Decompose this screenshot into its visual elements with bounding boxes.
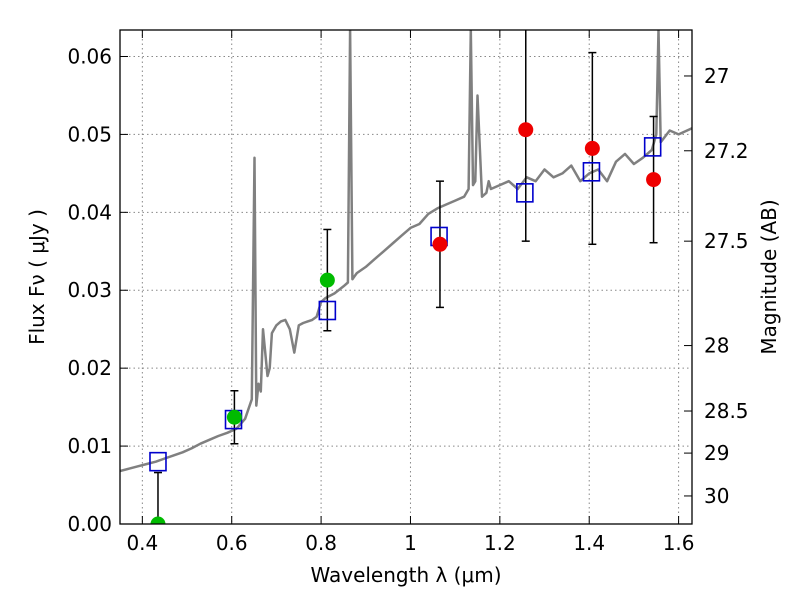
model-flux-square bbox=[149, 451, 167, 472]
x-tick-label: 1.4 bbox=[573, 531, 605, 555]
ir-flux-point bbox=[646, 172, 662, 188]
plot-frame bbox=[119, 29, 693, 525]
x-axis-label: Wavelength λ (μm) bbox=[310, 563, 501, 587]
y-tick-label: 0.06 bbox=[67, 44, 112, 68]
x-tick-label: 0.8 bbox=[305, 531, 337, 555]
y2-axis-label: Magnitude (AB) bbox=[757, 199, 781, 354]
y-axis-label: Flux Fν ( μJy ) bbox=[25, 209, 49, 345]
y2-tick-label: 28.5 bbox=[704, 399, 749, 423]
y-tick-label: 0.05 bbox=[67, 122, 112, 146]
hst-flux-point bbox=[319, 272, 335, 288]
model-flux-square bbox=[582, 162, 601, 182]
y-tick-label: 0.04 bbox=[67, 200, 112, 224]
x-tick-label: 1.2 bbox=[484, 531, 516, 555]
x-tick-label: 1 bbox=[404, 531, 417, 555]
hst-flux-point bbox=[150, 516, 166, 524]
grid-lines bbox=[120, 30, 692, 525]
model-flux-square bbox=[643, 137, 662, 157]
ir-flux-point bbox=[432, 236, 448, 252]
model-flux-square bbox=[516, 183, 534, 203]
x-tick-label: 1.6 bbox=[663, 531, 695, 555]
y-tick-label: 0.03 bbox=[67, 278, 112, 302]
template-spectrum-line bbox=[120, 30, 692, 473]
y2-tick-label: 27.5 bbox=[704, 229, 749, 253]
y2-tick-label: 30 bbox=[704, 484, 729, 508]
y2-tick-label: 27.2 bbox=[704, 139, 749, 163]
axis-ticks: 0.4 0.6 0.8 1 1.2 1.4 1.6 0.00 0.01 0.02 0.03 0.04 0… bbox=[67, 30, 749, 555]
y-tick-label: 0.02 bbox=[67, 356, 112, 380]
x-tick-label: 0.4 bbox=[126, 531, 158, 555]
hst-flux-point bbox=[226, 409, 242, 425]
ir-flux-point bbox=[584, 140, 600, 156]
y-tick-label: 0.00 bbox=[67, 512, 112, 536]
x-tick-label: 0.6 bbox=[216, 531, 248, 555]
y-tick-label: 0.01 bbox=[67, 434, 112, 458]
plot-data-layer bbox=[120, 30, 692, 524]
model-flux-square bbox=[318, 300, 337, 321]
y2-tick-label: 27 bbox=[704, 64, 729, 88]
y2-tick-label: 29 bbox=[704, 441, 729, 465]
ir-flux-point bbox=[518, 122, 534, 138]
y2-tick-label: 28 bbox=[704, 334, 729, 358]
